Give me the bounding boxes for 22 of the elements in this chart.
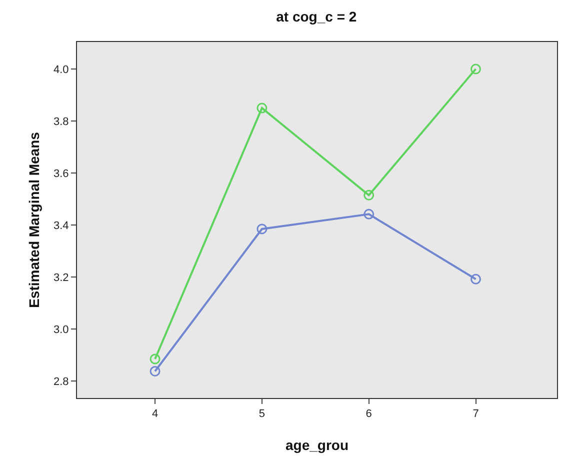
y-tick-label: 2.8 — [54, 376, 69, 388]
y-tick-label: 3.0 — [54, 324, 69, 336]
y-tick-label: 4.0 — [54, 64, 69, 76]
point — [150, 354, 160, 364]
y-tick-label: 3.8 — [54, 116, 69, 128]
point — [470, 64, 481, 74]
x-tick-label: 7 — [472, 408, 479, 420]
point — [256, 224, 268, 234]
point — [256, 102, 268, 114]
x-tick-label: 4 — [152, 408, 158, 420]
point — [364, 190, 374, 200]
point — [150, 366, 160, 376]
point — [364, 208, 374, 220]
x-axis-title: age_grou — [285, 437, 349, 453]
y-tick-label: 3.4 — [54, 220, 69, 232]
x-tick-label: 6 — [366, 408, 372, 420]
y-tick-label: 3.2 — [54, 272, 69, 284]
chart-title: at cog_c = 2 — [276, 8, 357, 24]
y-tick-label: 3.6 — [54, 168, 69, 180]
y-axis-title: Estimated Marginal Means — [26, 132, 42, 308]
x-tick-label: 5 — [258, 408, 266, 420]
point — [470, 274, 481, 284]
